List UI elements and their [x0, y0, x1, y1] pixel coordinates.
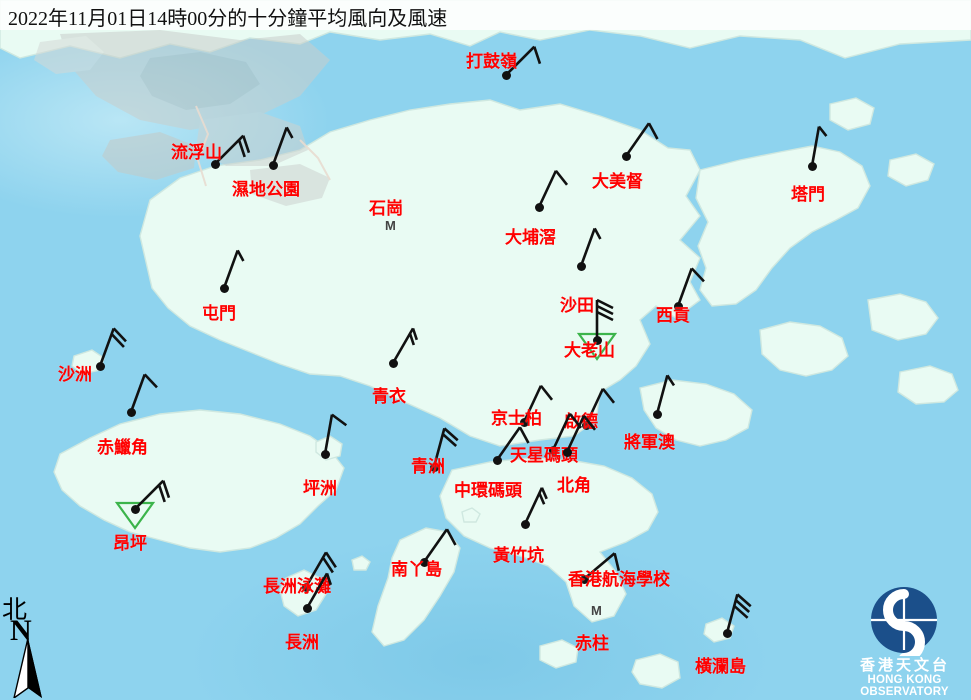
wind-barb-icon [391, 327, 419, 364]
wind-barb-icon [98, 327, 127, 367]
wind-barb-icon [495, 426, 530, 461]
station-label: 塔門 [791, 185, 825, 204]
wind-barb-icon [214, 134, 251, 165]
station-label: 大老山 [564, 341, 615, 360]
missing-data-marker: M [591, 603, 602, 618]
wind-barb-icon [595, 298, 614, 340]
station-label: 打鼓嶺 [466, 52, 517, 71]
station-label: 濕地公園 [232, 180, 300, 199]
station-label: 北角 [557, 476, 591, 495]
wind-barb-icon [725, 593, 752, 634]
station-label: 赤柱 [575, 634, 609, 653]
station-dot [722, 628, 732, 638]
station-label: 京士柏 [491, 409, 542, 428]
wind-barb-icon [537, 169, 569, 208]
wind-barb-icon [676, 267, 705, 307]
wind-barb-icon [422, 528, 457, 563]
wind-barb-icon [583, 552, 621, 580]
station-label: 將軍澳 [624, 433, 675, 452]
station-label: 坪洲 [303, 479, 337, 498]
north-arrow: 北 N [2, 592, 62, 698]
station-label: 昂坪 [113, 534, 147, 553]
station-dot [95, 361, 105, 371]
station-label: 沙洲 [58, 365, 92, 384]
north-arrow-label-en: N [10, 614, 32, 647]
station-dot [534, 202, 544, 212]
station-dot [219, 283, 229, 293]
hko-logo: 香港天文台 HONG KONG OBSERVATORY [838, 586, 971, 700]
station-dot [520, 519, 530, 529]
station-dot [621, 151, 631, 161]
station-label: 流浮山 [171, 143, 222, 162]
wind-barb-icon [305, 572, 333, 609]
station-label: 大埔滘 [505, 228, 556, 247]
station-dot [210, 159, 220, 169]
station-label: 香港航海學校 [568, 570, 670, 589]
wind-barb-icon [565, 414, 597, 453]
station-label: 長洲 [285, 633, 319, 652]
station-label: 南丫島 [391, 560, 442, 579]
north-arrow-label-cn: 北 [2, 597, 28, 624]
wind-barb-icon [579, 227, 602, 267]
station-label: 天星碼頭 [510, 446, 578, 465]
wind-barb-icon [432, 427, 459, 468]
station-label: 橫瀾島 [695, 657, 746, 676]
station-dot [652, 409, 662, 419]
wind-barb-icon [129, 373, 158, 413]
station-dot [492, 455, 502, 465]
station-dot [807, 161, 817, 171]
station-label: 青衣 [372, 387, 406, 406]
station-dot [576, 261, 586, 271]
station-dot [419, 557, 429, 567]
station-dot [302, 603, 312, 613]
station-dot [592, 335, 602, 345]
elevated-station-triangle-icon [114, 501, 156, 530]
station-dot [519, 417, 529, 427]
station-label: 黃竹坑 [493, 546, 544, 565]
station-dot [548, 445, 558, 455]
station-dot [388, 358, 398, 368]
hko-logo-text-cn: 香港天文台 [859, 658, 950, 674]
wind-barb-icon [271, 126, 294, 166]
wind-barb-icon [505, 45, 542, 76]
station-dot [501, 70, 511, 80]
station-dot [673, 301, 683, 311]
wind-barb-icon [134, 479, 171, 510]
wind-barb-icon [584, 387, 616, 426]
wind-barb-icon [624, 122, 659, 157]
wind-barb-icon [655, 374, 676, 415]
station-label: 石崗 [369, 199, 403, 218]
hko-logo-text-en: HONG KONG OBSERVATORY [860, 674, 949, 698]
wind-barb-icon [323, 413, 348, 455]
wind-barb-icon [222, 249, 245, 289]
station-dot [320, 449, 330, 459]
station-label: 大美督 [592, 172, 643, 191]
hko-logo-mark [871, 587, 937, 656]
wind-barb-icon [523, 487, 548, 525]
missing-data-marker: M [385, 218, 396, 233]
station-dot [130, 504, 140, 514]
station-label: 沙田 [560, 296, 594, 315]
station-dot [581, 420, 591, 430]
wind-barb-icon [810, 125, 828, 167]
station-dot [579, 574, 589, 584]
station-label: 中環碼頭 [454, 481, 522, 500]
station-label: 赤鱲角 [97, 438, 148, 457]
page-title: 2022年11月01日14時00分的十分鐘平均風向及風速 [8, 8, 448, 30]
station-label: 青洲 [411, 457, 445, 476]
station-label: 西貢 [656, 306, 690, 325]
title-bar: 2022年11月01日14時00分的十分鐘平均風向及風速 [0, 0, 971, 30]
station-label: 屯門 [202, 304, 236, 323]
wind-barb-icon [304, 551, 337, 588]
station-dot [301, 582, 311, 592]
station-dot [429, 462, 439, 472]
station-dot [126, 407, 136, 417]
station-label: 長洲泳灘 [263, 577, 331, 596]
station-dot [268, 160, 278, 170]
wind-barb-icon [522, 384, 554, 423]
station-dot [562, 447, 572, 457]
